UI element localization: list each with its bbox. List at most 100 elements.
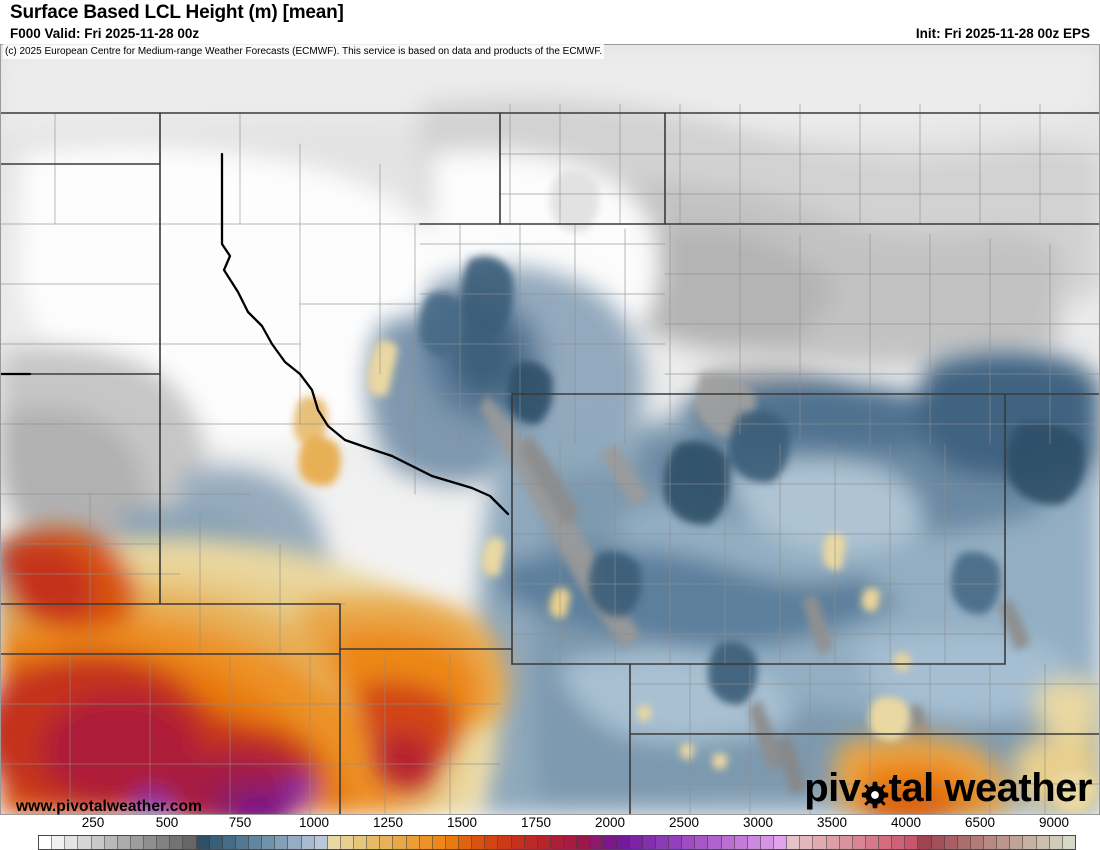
colorbar-tick-label: 1750 xyxy=(520,815,552,830)
colorbar-swatch xyxy=(905,836,919,849)
site-url-watermark: www.pivotalweather.com xyxy=(16,798,202,815)
colorbar-swatch xyxy=(275,836,289,849)
colorbar-swatch xyxy=(498,836,512,849)
colorbar-swatch xyxy=(984,836,998,849)
colorbar-swatch xyxy=(209,836,223,849)
colorbar-swatch xyxy=(564,836,578,849)
colorbar-tick-label: 3000 xyxy=(742,815,774,830)
colorbar-swatch xyxy=(432,836,446,849)
colorbar-swatch xyxy=(91,836,105,849)
colorbar-swatch xyxy=(380,836,394,849)
colorbar-swatch xyxy=(367,836,381,849)
colorbar-swatch xyxy=(52,836,66,849)
colorbar-strip[interactable] xyxy=(38,835,1076,850)
colorbar-tick-label: 500 xyxy=(155,815,179,830)
gear-icon xyxy=(860,777,890,809)
colorbar-swatch xyxy=(721,836,735,849)
colorbar-swatch xyxy=(970,836,984,849)
colorbar-swatch xyxy=(340,836,354,849)
colorbar-swatch xyxy=(931,836,945,849)
colorbar-tick-label: 1250 xyxy=(372,815,404,830)
colorbar-swatch xyxy=(354,836,368,849)
logo-text-second: tal weather xyxy=(888,766,1093,810)
colorbar-swatch xyxy=(1049,836,1063,849)
colorbar-swatch xyxy=(65,836,79,849)
colorbar-tick-label: 2000 xyxy=(594,815,626,830)
colorbar-swatch xyxy=(524,836,538,849)
colorbar-tick-label: 3500 xyxy=(816,815,848,830)
colorbar-swatch xyxy=(918,836,932,849)
colorbar-swatch xyxy=(288,836,302,849)
colorbar-swatch xyxy=(314,836,328,849)
map-header: Surface Based LCL Height (m) [mean] F000… xyxy=(0,0,1100,44)
colorbar-swatch xyxy=(550,836,564,849)
colorbar-swatch xyxy=(839,836,853,849)
colorbar-swatch xyxy=(1036,836,1050,849)
colorbar-swatch xyxy=(406,836,420,849)
colorbar-swatch xyxy=(301,836,315,849)
valid-time-label: F000 Valid: Fri 2025-11-28 00z xyxy=(10,26,200,41)
colorbar-swatch xyxy=(787,836,801,849)
colorbar-swatch xyxy=(616,836,630,849)
colorbar-swatch xyxy=(642,836,656,849)
colorbar[interactable]: 250 500 750 1000 1250 1500 1750 2000 2500 3000 350… xyxy=(0,815,1100,850)
colorbar-swatch xyxy=(734,836,748,849)
colorbar-swatch xyxy=(511,836,525,849)
colorbar-swatch xyxy=(393,836,407,849)
colorbar-swatch xyxy=(419,836,433,849)
colorbar-swatch xyxy=(117,836,131,849)
colorbar-swatch xyxy=(826,836,840,849)
colorbar-swatch xyxy=(760,836,774,849)
colorbar-swatch xyxy=(249,836,263,849)
pivotal-weather-logo: piv tal weather xyxy=(804,766,1093,810)
page-title: Surface Based LCL Height (m) [mean] xyxy=(10,2,344,23)
colorbar-swatch xyxy=(892,836,906,849)
colorbar-swatch xyxy=(669,836,683,849)
colorbar-swatch xyxy=(774,836,788,849)
colorbar-swatch xyxy=(577,836,591,849)
colorbar-swatch xyxy=(327,836,341,849)
colorbar-swatch xyxy=(1010,836,1024,849)
colorbar-swatch xyxy=(1023,836,1037,849)
colorbar-swatch xyxy=(852,836,866,849)
colorbar-swatch xyxy=(800,836,814,849)
colorbar-swatch xyxy=(865,836,879,849)
colorbar-swatch xyxy=(682,836,696,849)
colorbar-swatch xyxy=(708,836,722,849)
colorbar-swatch xyxy=(813,836,827,849)
colorbar-swatch xyxy=(459,836,473,849)
colorbar-swatch xyxy=(590,836,604,849)
colorbar-swatch xyxy=(144,836,158,849)
colorbar-swatch xyxy=(695,836,709,849)
colorbar-swatch xyxy=(183,836,197,849)
colorbar-swatch xyxy=(537,836,551,849)
colorbar-swatch xyxy=(196,836,210,849)
colorbar-tick-label: 6500 xyxy=(964,815,996,830)
colorbar-swatch xyxy=(472,836,486,849)
colorbar-swatch xyxy=(957,836,971,849)
colorbar-swatch xyxy=(603,836,617,849)
colorbar-swatch xyxy=(157,836,171,849)
colorbar-swatch xyxy=(262,836,276,849)
colorbar-tick-label: 750 xyxy=(228,815,252,830)
colorbar-swatch xyxy=(445,836,459,849)
colorbar-swatch xyxy=(879,836,893,849)
colorbar-swatch xyxy=(655,836,669,849)
logo-text-first: piv xyxy=(804,766,861,810)
colorbar-swatch xyxy=(130,836,144,849)
colorbar-swatch xyxy=(39,836,53,849)
colorbar-tick-label: 1500 xyxy=(446,815,478,830)
colorbar-swatch xyxy=(235,836,249,849)
colorbar-swatch xyxy=(78,836,92,849)
colorbar-tick-labels: 250 500 750 1000 1250 1500 1750 2000 2500 3000 350… xyxy=(0,815,1100,833)
colorbar-swatch xyxy=(485,836,499,849)
colorbar-tick-label: 250 xyxy=(81,815,105,830)
colorbar-swatch xyxy=(170,836,184,849)
colorbar-swatch xyxy=(997,836,1011,849)
colorbar-swatch xyxy=(104,836,118,849)
colorbar-swatch xyxy=(222,836,236,849)
colorbar-tick-label: 2500 xyxy=(668,815,700,830)
colorbar-swatch xyxy=(629,836,643,849)
forecast-map[interactable] xyxy=(0,44,1100,815)
